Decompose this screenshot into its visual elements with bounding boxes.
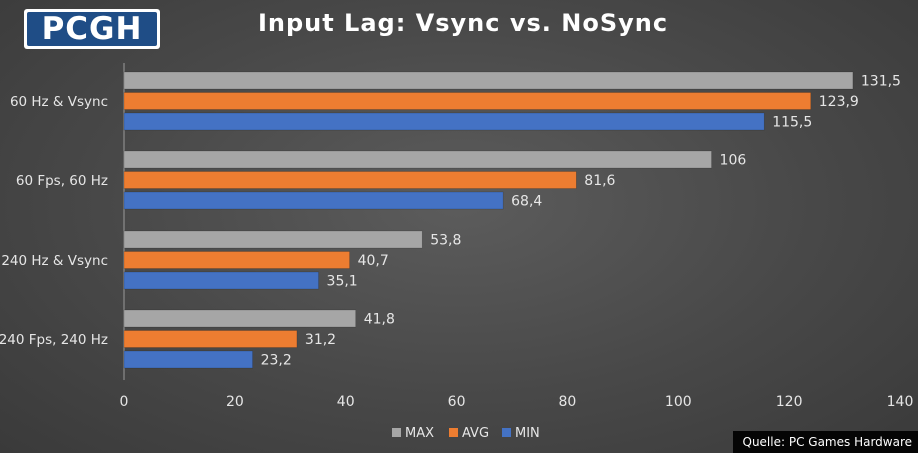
category-label-3: 240 Fps, 240 Hz (0, 332, 108, 348)
data-label-avg-2: 40,7 (358, 253, 389, 269)
bar-max-0 (123, 71, 854, 90)
x-tick-label-5: 100 (665, 394, 692, 410)
legend-label-avg: AVG (462, 426, 489, 441)
x-tick-label-7: 140 (887, 394, 914, 410)
category-label-2: 240 Hz & Vsync (1, 253, 108, 269)
data-label-max-1: 106 (720, 153, 747, 169)
source-caption: Quelle: PC Games Hardware (732, 431, 918, 453)
bar-avg-1 (123, 171, 577, 189)
data-label-min-2: 35,1 (327, 274, 358, 290)
bar-avg-3 (123, 330, 298, 348)
bar-min-0 (123, 112, 765, 131)
legend-label-max: MAX (405, 426, 434, 441)
data-label-min-1: 68,4 (511, 194, 542, 210)
bar-avg-0 (123, 92, 812, 110)
pcgh-logo-text: PCGH (27, 12, 157, 46)
legend-swatch-avg (449, 428, 458, 437)
bar-min-1 (123, 191, 504, 210)
category-label-0: 60 Hz & Vsync (10, 94, 108, 110)
x-tick-label-6: 120 (776, 394, 803, 410)
bar-min-3 (123, 350, 253, 369)
x-tick-label-2: 40 (337, 394, 355, 410)
data-label-avg-3: 31,2 (305, 332, 336, 348)
bar-max-2 (123, 230, 423, 249)
x-tick-label-0: 0 (120, 394, 129, 410)
x-tick-label-3: 60 (448, 394, 466, 410)
data-label-max-2: 53,8 (430, 233, 461, 249)
legend-swatch-max (392, 428, 401, 437)
data-label-min-0: 115,5 (772, 115, 812, 131)
bar-min-2 (123, 271, 319, 290)
data-label-min-3: 23,2 (261, 353, 292, 369)
x-tick-label-1: 20 (226, 394, 244, 410)
legend-label-min: MIN (515, 426, 540, 441)
data-label-max-0: 131,5 (861, 74, 901, 90)
data-label-avg-1: 81,6 (584, 173, 615, 189)
legend-swatch-min (502, 428, 511, 437)
bar-avg-2 (123, 251, 350, 269)
category-label-1: 60 Fps, 60 Hz (16, 173, 108, 189)
chart-title: Input Lag: Vsync vs. NoSync (258, 9, 668, 37)
x-tick-label-4: 80 (559, 394, 577, 410)
bar-max-3 (123, 309, 356, 328)
data-label-max-3: 41,8 (364, 312, 395, 328)
pcgh-logo: PCGH (24, 9, 160, 49)
data-label-avg-0: 123,9 (819, 94, 859, 110)
bar-max-1 (123, 150, 712, 169)
